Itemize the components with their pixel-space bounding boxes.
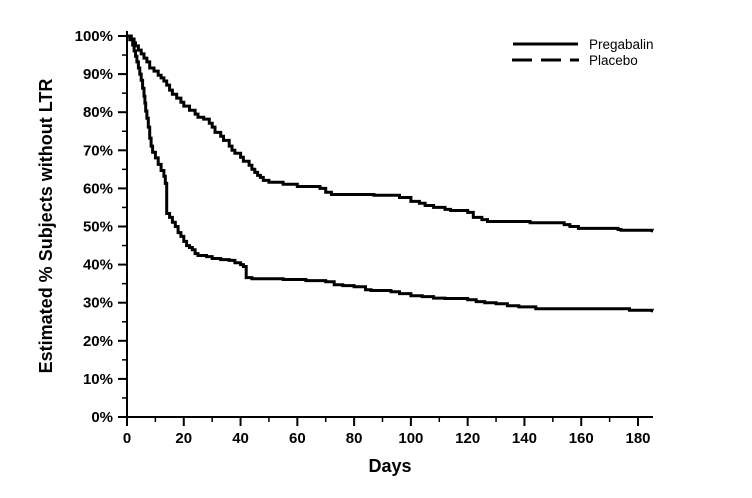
pregabalin-curve — [127, 34, 654, 233]
y-tick-label: 30% — [83, 295, 113, 312]
x-tick-label: 0 — [123, 430, 131, 447]
survival-curves — [127, 34, 654, 313]
y-tick-label: 40% — [83, 257, 113, 274]
x-tick-label: 120 — [455, 430, 480, 447]
y-tick-label: 0% — [91, 409, 113, 426]
y-tick-label: 10% — [83, 371, 113, 388]
axes — [126, 31, 653, 418]
axis-tick-labels: 0 20 40 60 80 100 120 140 160 180 0% 10% 20% 30% 40% 50… — [75, 28, 651, 447]
x-tick-label: 100 — [398, 430, 423, 447]
x-axis-title: Days — [368, 456, 411, 476]
y-tick-label: 90% — [83, 66, 113, 83]
x-tick-label: 60 — [289, 430, 306, 447]
y-tick-label: 70% — [83, 142, 113, 159]
y-tick-label: 60% — [83, 180, 113, 197]
y-tick-label: 100% — [75, 28, 113, 45]
legend-label-placebo: Placebo — [589, 53, 638, 68]
x-tick-label: 160 — [569, 430, 594, 447]
x-tick-label: 20 — [175, 430, 192, 447]
axis-ticks — [118, 35, 639, 426]
y-tick-label: 50% — [83, 219, 113, 236]
placebo-curve — [127, 34, 654, 313]
legend: Pregabalin Placebo — [512, 37, 654, 68]
y-tick-label: 80% — [83, 104, 113, 121]
y-tick-label: 20% — [83, 333, 113, 350]
legend-label-pregabalin: Pregabalin — [589, 37, 654, 52]
x-tick-label: 180 — [625, 430, 650, 447]
x-tick-label: 80 — [346, 430, 363, 447]
y-axis-title: Estimated % Subjects without LTR — [36, 79, 56, 374]
x-tick-label: 140 — [512, 430, 537, 447]
x-tick-label: 40 — [232, 430, 249, 447]
